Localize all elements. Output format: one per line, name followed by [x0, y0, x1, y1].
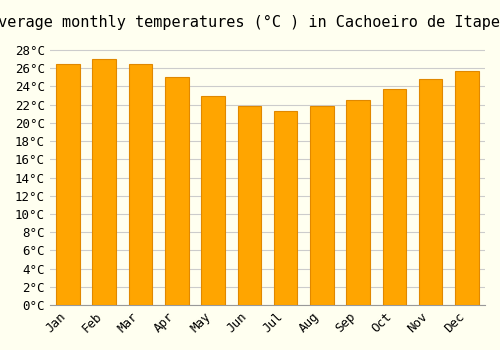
Bar [128, 64, 152, 305]
Bar [56, 64, 80, 305]
Bar [419, 79, 442, 305]
Bar [202, 96, 225, 305]
Bar [346, 100, 370, 305]
Bar [165, 77, 188, 305]
Bar [92, 59, 116, 305]
Bar [310, 106, 334, 305]
Title: Average monthly temperatures (°C ) in Cachoeiro de Itapemirim: Average monthly temperatures (°C ) in Ca… [0, 15, 500, 30]
Bar [455, 71, 478, 305]
Bar [382, 89, 406, 305]
Bar [238, 106, 261, 305]
Bar [274, 111, 297, 305]
